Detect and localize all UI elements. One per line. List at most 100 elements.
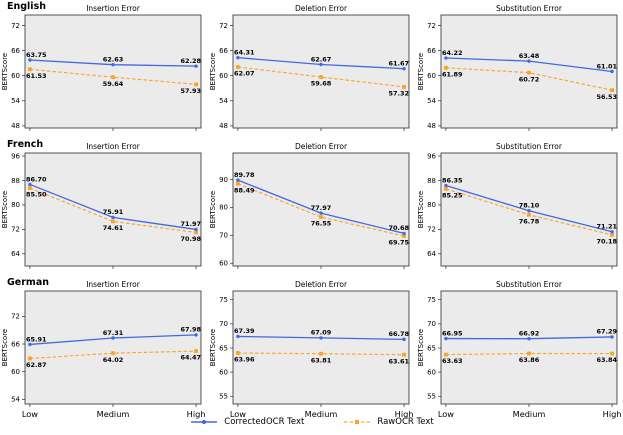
x-tick-label: Low (22, 409, 38, 419)
row-label-german: German (7, 277, 49, 288)
y-axis-label: BERTScore (1, 53, 9, 90)
y-tick-label: 60 (11, 72, 20, 80)
chart-english-insertion-error: Insertion Error BERTScore 48 54 60 66 72 63.75 6… (1, 4, 201, 131)
plot-area (24, 152, 202, 267)
data-point-rawocr (610, 88, 614, 93)
chart-english-substitution-error: Substitution Error BERTScore 48 54 60 66 72 64.… (417, 4, 617, 131)
data-point-rawocr (319, 351, 323, 356)
data-label: 64.31 (234, 48, 255, 56)
data-label: 85.50 (26, 191, 47, 199)
y-axis-label: BERTScore (417, 53, 425, 90)
y-tick-label: 48 (11, 122, 20, 130)
chart-title: Deletion Error (295, 4, 348, 13)
data-point-correctedocr (236, 334, 240, 339)
data-label: 63.84 (596, 356, 617, 364)
data-point-correctedocr (319, 336, 323, 340)
data-point-correctedocr (444, 183, 448, 188)
data-label: 75.91 (103, 208, 124, 216)
data-point-rawocr (194, 82, 198, 87)
legend-label-correctedocr: CorrectedOCR Text (224, 417, 305, 427)
y-tick-label: 72 (11, 313, 20, 321)
data-label: 62.28 (180, 57, 201, 65)
y-axis-label: BERTScore (417, 191, 425, 228)
y-axis-label: BERTScore (209, 191, 217, 228)
data-point-correctedocr (111, 62, 115, 67)
chart-title: Substitution Error (496, 4, 563, 13)
data-point-correctedocr (402, 231, 406, 236)
x-tick-label: Low (230, 409, 246, 419)
data-point-correctedocr (111, 215, 115, 220)
chart-title: Substitution Error (496, 280, 563, 289)
data-point-rawocr (236, 181, 240, 186)
legend: CorrectedOCR Text RawOCR Text (0, 417, 623, 427)
y-tick-label: 72 (427, 226, 436, 234)
data-point-rawocr (402, 234, 406, 238)
data-point-rawocr (111, 75, 115, 80)
data-label: 89.78 (234, 171, 255, 179)
data-label: 62.63 (103, 55, 124, 63)
y-tick-label: 64 (427, 250, 436, 258)
data-point-correctedocr (610, 69, 614, 74)
data-label: 59.64 (103, 80, 124, 88)
data-label: 88.49 (234, 186, 255, 194)
legend-swatch-rawocr (344, 420, 371, 424)
data-point-rawocr (444, 352, 448, 357)
data-point-rawocr (194, 230, 198, 235)
data-point-rawocr (444, 186, 448, 191)
plot-area (232, 152, 410, 267)
data-point-rawocr (444, 65, 448, 70)
legend-marker-circle (202, 419, 207, 425)
data-point-rawocr (111, 219, 115, 224)
data-point-rawocr (111, 351, 115, 356)
y-tick-label: 60 (219, 368, 228, 376)
data-point-rawocr (236, 351, 240, 355)
chart-french-insertion-error: Insertion Error BERTScore 64 72 80 88 96 86.70 7… (1, 142, 202, 269)
plot-area (24, 290, 202, 405)
data-label: 61.67 (388, 59, 409, 67)
legend-swatch-correctedocr (191, 419, 218, 425)
y-tick-label: 96 (427, 152, 436, 160)
y-tick-label: 75 (427, 296, 436, 304)
data-point-rawocr (236, 65, 240, 69)
data-label: 59.68 (311, 80, 332, 88)
data-label: 67.09 (311, 329, 332, 337)
data-point-rawocr (28, 67, 32, 72)
y-tick-label: 60 (427, 72, 436, 80)
x-tick-label: Medium (305, 409, 338, 419)
data-label: 67.31 (103, 329, 124, 337)
data-label: 61.01 (596, 62, 617, 70)
data-label: 76.55 (311, 220, 332, 228)
data-point-rawocr (610, 233, 614, 237)
chart-title: Insertion Error (86, 280, 141, 289)
data-point-correctedocr (111, 336, 115, 340)
chart-french-deletion-error: Deletion Error BERTScore 60 70 80 90 89.78 77.9… (209, 142, 410, 269)
data-point-correctedocr (319, 211, 323, 215)
data-point-correctedocr (527, 209, 531, 213)
series-line-rawocr (29, 68, 197, 85)
y-tick-label: 90 (219, 176, 228, 184)
y-tick-label: 60 (11, 368, 20, 376)
data-point-correctedocr (194, 64, 198, 68)
y-tick-label: 64 (11, 250, 20, 258)
y-tick-label: 54 (11, 97, 20, 105)
y-tick-label: 72 (11, 22, 20, 30)
data-label: 63.75 (26, 51, 47, 59)
legend-marker-square (355, 420, 360, 424)
data-point-correctedocr (610, 335, 614, 339)
plot-area (440, 290, 618, 405)
data-point-rawocr (28, 186, 32, 191)
y-tick-label: 66 (11, 340, 20, 348)
y-tick-label: 80 (219, 204, 228, 212)
chart-title: Insertion Error (86, 4, 141, 13)
chart-title: Deletion Error (295, 280, 348, 289)
legend-label-rawocr: RawOCR Text (377, 417, 434, 427)
y-tick-label: 55 (427, 393, 436, 401)
x-tick-label: High (187, 409, 206, 419)
data-point-rawocr (610, 351, 614, 356)
y-axis-label: BERTScore (209, 329, 217, 366)
data-point-correctedocr (319, 62, 323, 67)
y-tick-label: 54 (427, 97, 436, 105)
data-label: 85.25 (442, 191, 463, 199)
data-label: 56.53 (596, 93, 617, 101)
plot-area (232, 290, 410, 405)
